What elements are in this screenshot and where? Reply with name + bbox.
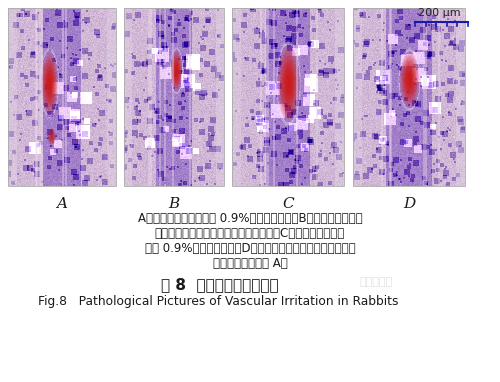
Text: C: C — [282, 197, 294, 211]
Text: 注射酑和酸氧丁三醇注射液（本公司），C：兔右侧近心端，: 注射酑和酸氧丁三醇注射液（本公司），C：兔右侧近心端， — [155, 227, 345, 240]
Bar — [124, 8, 224, 186]
Bar — [232, 8, 344, 186]
Text: A：兔右侧近心端，注射 0.9%氯化鍶注射液，B：兔左侧近心端，: A：兔右侧近心端，注射 0.9%氯化鍶注射液，B：兔左侧近心端， — [138, 212, 362, 225]
Bar — [8, 8, 116, 186]
Text: A: A — [56, 197, 68, 211]
Text: 嘉峻检测网: 嘉峻检测网 — [360, 277, 393, 287]
Text: 三醇注射液（厂家 A）: 三醇注射液（厂家 A） — [212, 257, 288, 270]
Text: 注射 0.9%氯化鍶注射液，D：兔左侧近心端，注射酑和酸氧丁: 注射 0.9%氯化鍶注射液，D：兔左侧近心端，注射酑和酸氧丁 — [144, 242, 356, 255]
Text: D: D — [403, 197, 415, 211]
Text: B: B — [168, 197, 179, 211]
Text: 图 8  兔血管刺激性病理图: 图 8 兔血管刺激性病理图 — [161, 277, 279, 292]
Bar — [353, 8, 465, 186]
Text: Fig.8   Pathological Pictures of Vascular Irritation in Rabbits: Fig.8 Pathological Pictures of Vascular … — [38, 295, 398, 308]
Text: 200 μm: 200 μm — [418, 8, 461, 18]
